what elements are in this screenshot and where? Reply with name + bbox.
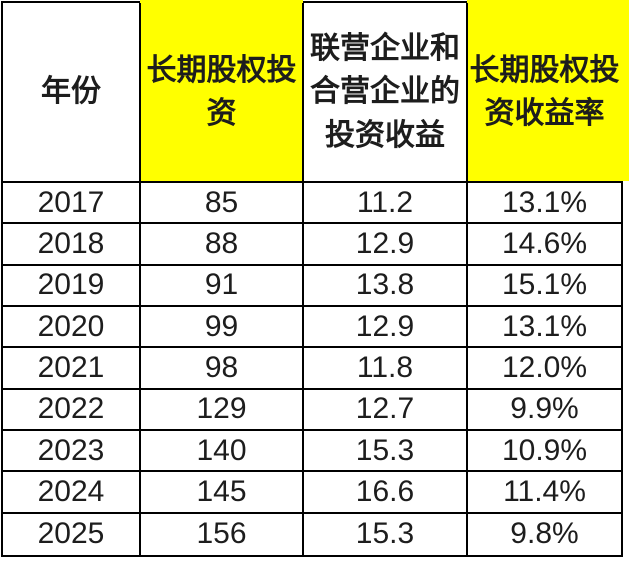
income-cell: 15.3	[304, 430, 468, 473]
header-roe: 长期股权投 资收益率	[467, 0, 629, 183]
income-cell: 11.2	[304, 183, 468, 225]
roe-cell: 13.1%	[468, 183, 621, 225]
roe-cell: 10.9%	[468, 431, 621, 473]
income-cell: 16.6	[304, 472, 468, 514]
roe-cell: 13.1%	[468, 307, 621, 349]
investment-cell: 98	[141, 348, 304, 390]
roe-cell: 9.8%	[510, 517, 579, 551]
investment-cell: 91	[141, 265, 304, 307]
roe-cell: 11.4%	[468, 472, 621, 514]
income-cell: 12.9	[304, 306, 468, 349]
investment-cell: 99	[141, 306, 304, 349]
investment-cell: 156	[141, 513, 304, 555]
income-cell: 12.7	[304, 389, 468, 431]
investment-cell: 85	[141, 183, 304, 225]
year-cell: 2024	[3, 472, 141, 514]
investment-cell: 129	[141, 389, 304, 431]
investment-cell: 145	[141, 472, 304, 514]
header-investment: 长期股权投 资	[140, 0, 304, 183]
year-cell: 2022	[3, 389, 141, 431]
year-cell: 2018	[3, 224, 141, 266]
roe-cell: 14.6%	[468, 224, 621, 266]
income-cell: 13.8	[304, 265, 468, 307]
year-cell: 2025	[3, 513, 141, 555]
income-cell: 12.9	[304, 224, 468, 266]
year-cell: 2017	[3, 183, 141, 225]
year-cell: 2023	[3, 430, 141, 473]
header-year: 年份	[3, 3, 141, 183]
investment-cell: 88	[141, 224, 304, 266]
year-cell: 2021	[3, 348, 141, 390]
header-income: 联营企业和 合营企业的 投资收益	[304, 3, 468, 183]
year-cell: 2020	[3, 306, 141, 349]
roe-cell: 12.0%	[468, 348, 621, 390]
income-cell: 11.8	[304, 348, 468, 390]
income-cell: 15.3	[304, 513, 468, 555]
roe-cell: 15.1%	[468, 266, 621, 307]
year-cell: 2019	[3, 265, 141, 307]
roe-cell: 9.9%	[468, 390, 621, 431]
investment-cell: 140	[141, 430, 304, 473]
